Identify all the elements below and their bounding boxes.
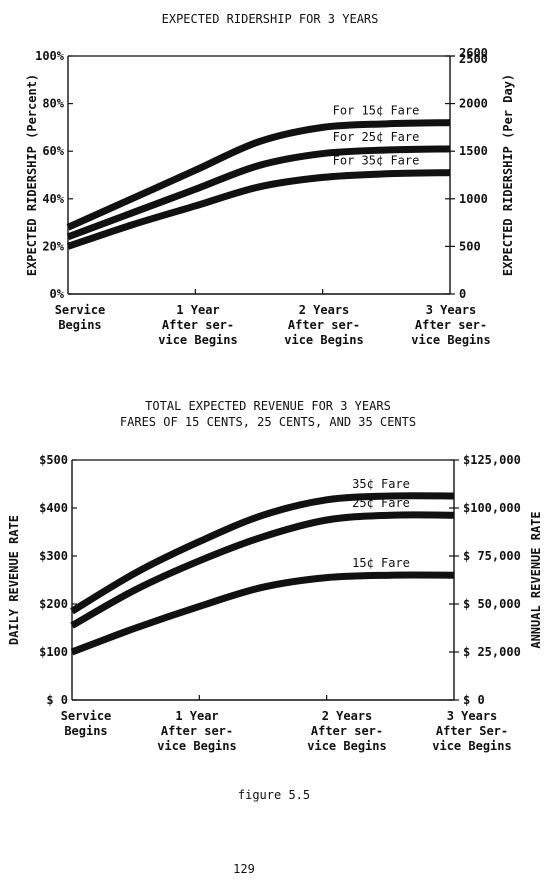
- y2-tick-label: $125,000: [463, 453, 521, 467]
- y2-tick-label: $100,000: [463, 501, 521, 515]
- x-tick-label: After ser-: [161, 724, 233, 738]
- ridership-chart: EXPECTED RIDERSHIP FOR 3 YEARS 0% 20% 40% 60…: [25, 12, 515, 347]
- chart-title: EXPECTED RIDERSHIP FOR 3 YEARS: [162, 12, 379, 26]
- x-tick-label: Begins: [58, 318, 101, 332]
- x-tick-label: After ser-: [288, 318, 360, 332]
- y2-tick-label: 2500: [459, 52, 488, 66]
- x-tick-label: After ser-: [415, 318, 487, 332]
- y2-tick-label: 500: [459, 239, 481, 253]
- y2-tick-label: 2000: [459, 97, 488, 111]
- y2-tick-label: 0: [459, 287, 466, 301]
- series-label: 25¢ Fare: [352, 496, 410, 510]
- y-tick-label: 60%: [42, 144, 64, 158]
- figure-caption: figure 5.5: [237, 788, 311, 802]
- x-tick-label: Service: [55, 303, 106, 317]
- chart-title: TOTAL EXPECTED REVENUE FOR 3 YEARS: [145, 399, 391, 413]
- x-tick-label: 2 Years: [322, 709, 373, 723]
- x-tick-label: Service: [61, 709, 112, 723]
- x-tick-label: 3 Years: [447, 709, 498, 723]
- series-line: [70, 571, 455, 656]
- y2-tick-label: $ 25,000: [463, 645, 521, 659]
- x-tick-label: 3 Years: [426, 303, 477, 317]
- series-line: [66, 169, 451, 250]
- y2-tick-label: $ 75,000: [463, 549, 521, 563]
- series-line: [66, 119, 451, 231]
- x-tick-label: vice Begins: [432, 739, 511, 753]
- x-tick-label: After ser-: [311, 724, 383, 738]
- x-tick-label: vice Begins: [411, 333, 490, 347]
- y-tick-label: 40%: [42, 192, 64, 206]
- y-tick-label: $200: [39, 597, 68, 611]
- y-axis-label: EXPECTED RIDERSHIP (Percent): [25, 74, 39, 276]
- x-tick-label: vice Begins: [158, 333, 237, 347]
- y2-axis-label: ANNUAL REVENUE RATE: [529, 511, 543, 648]
- y2-tick-label: 1500: [459, 144, 488, 158]
- x-tick-label: vice Begins: [157, 739, 236, 753]
- y2-tick-label: $ 50,000: [463, 597, 521, 611]
- y2-tick-label: $ 0: [463, 693, 485, 707]
- y2-tick-label: 1000: [459, 192, 488, 206]
- y2-tick-label: 2600: [459, 46, 488, 60]
- series-label: For 15¢ Fare: [333, 104, 420, 118]
- y-tick-label: 80%: [42, 97, 64, 111]
- y-tick-label: 20%: [42, 239, 64, 253]
- y-tick-label: $300: [39, 549, 68, 563]
- x-tick-label: After Ser-: [436, 724, 508, 738]
- y-axis-label: DAILY REVENUE RATE: [7, 515, 21, 645]
- y-tick-label: 0%: [50, 287, 65, 301]
- y-tick-label: $400: [39, 501, 68, 515]
- y-tick-label: $100: [39, 645, 68, 659]
- y2-axis-label: EXPECTED RIDERSHIP (Per Day): [501, 74, 515, 276]
- x-tick-label: Begins: [64, 724, 107, 738]
- x-tick-label: 2 Years: [299, 303, 350, 317]
- x-tick-label: After ser-: [162, 318, 234, 332]
- y-tick-label: $500: [39, 453, 68, 467]
- y-tick-label: $ 0: [46, 693, 68, 707]
- series-label: For 25¢ Fare: [333, 130, 420, 144]
- series-label: For 35¢ Fare: [333, 154, 420, 168]
- x-tick-label: vice Begins: [284, 333, 363, 347]
- revenue-chart: TOTAL EXPECTED REVENUE FOR 3 YEARS FARES …: [7, 399, 543, 753]
- page-number: 129: [233, 862, 255, 876]
- series-line: [66, 145, 451, 241]
- y-tick-label: 100%: [35, 49, 65, 63]
- x-tick-label: 1 Year: [176, 303, 219, 317]
- x-tick-label: 1 Year: [175, 709, 218, 723]
- series-line: [70, 492, 455, 615]
- series-line: [70, 511, 455, 629]
- series-label: 15¢ Fare: [352, 556, 410, 570]
- chart-subtitle: FARES OF 15 CENTS, 25 CENTS, AND 35 CENT…: [120, 415, 416, 429]
- series-label: 35¢ Fare: [352, 477, 410, 491]
- x-tick-label: vice Begins: [307, 739, 386, 753]
